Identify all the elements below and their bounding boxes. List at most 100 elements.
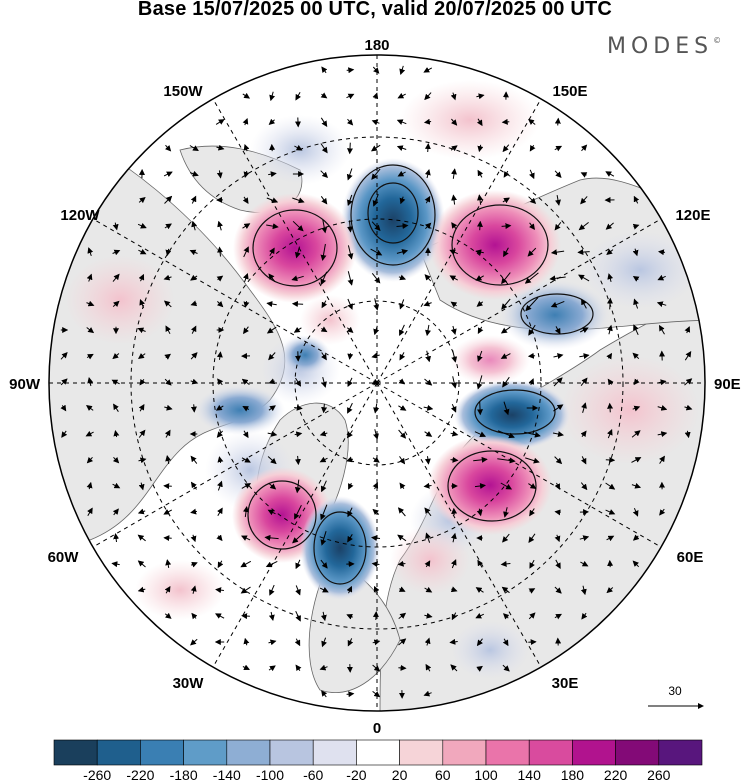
wind-vector-arrow [320, 480, 327, 493]
lon-label-180: 180 [364, 37, 389, 54]
lon-label-60e: 60E [677, 549, 704, 566]
colorbar-swatch [442, 739, 487, 766]
wind-vector-arrow [243, 246, 249, 258]
wind-vector-arrow [399, 65, 406, 76]
wind-vector-arrow [550, 300, 565, 308]
wind-vector-arrow [399, 299, 405, 310]
wind-vector-arrow [240, 586, 251, 594]
wind-vector-arrow [371, 352, 380, 359]
colorbar-swatch [572, 739, 616, 766]
wind-vector-arrow [684, 326, 691, 334]
wind-vector-arrow [399, 352, 406, 361]
wind-vector-arrow [269, 584, 275, 596]
wind-vector-arrow [423, 404, 434, 411]
wind-vector-arrow [267, 509, 276, 516]
wind-vector-arrow [579, 353, 590, 360]
wind-vector-arrow [528, 483, 537, 489]
wind-vector-arrow [190, 404, 197, 413]
wind-vector-arrow [190, 534, 197, 543]
anomaly-patch [450, 620, 530, 680]
wind-vector-arrow [291, 300, 304, 307]
wind-vector-arrow [658, 379, 667, 386]
wind-vector-arrow [397, 92, 406, 99]
wind-vector-arrow [500, 482, 513, 490]
wind-vector-arrow [165, 248, 172, 257]
wind-vector-arrow [268, 611, 275, 621]
colorbar-swatch [658, 739, 703, 766]
wind-vector-arrow [294, 404, 303, 411]
wind-vector-arrow [165, 455, 172, 465]
wind-vector-arrow [553, 377, 563, 387]
anomaly-patch [135, 560, 225, 620]
wind-vector-arrow [451, 376, 458, 389]
wind-vector-arrow [190, 195, 197, 204]
wind-vector-arrow [371, 119, 380, 126]
wind-vector-arrow [164, 429, 171, 438]
wind-vector-arrow [346, 142, 353, 155]
wind-vector-arrow [86, 353, 94, 360]
wind-vector-arrow [190, 561, 198, 568]
wind-vector-arrow [477, 169, 484, 178]
wind-vector-arrow [424, 586, 433, 593]
wind-vector-arrow [424, 195, 431, 204]
colorbar-swatch [96, 739, 141, 766]
wind-vector-arrow [372, 92, 379, 99]
wind-vector-arrow [605, 456, 616, 463]
lon-label-30e: 30E [552, 675, 579, 692]
wind-vector-arrow [371, 561, 380, 568]
wind-vector-arrow [346, 67, 355, 74]
wind-vector-arrow [371, 168, 381, 180]
wind-vector-arrow [190, 300, 198, 307]
wind-vector-arrow [189, 170, 199, 177]
wind-vector-arrow [424, 222, 432, 230]
wind-vector-arrow [475, 587, 484, 593]
wind-vector-arrow [424, 612, 433, 619]
graticule [49, 55, 705, 711]
wind-vector-arrow [372, 691, 381, 698]
anomaly-centre [280, 335, 330, 375]
wind-vector-arrow [477, 194, 483, 205]
wind-vector-arrow [346, 326, 354, 333]
wind-vector-arrow [164, 378, 172, 386]
wind-vector-arrow [606, 535, 615, 542]
wind-vector-arrow [112, 273, 120, 282]
wind-vector-arrow [320, 531, 327, 546]
wind-vector-arrow [450, 430, 459, 437]
wind-vector-arrow [632, 534, 640, 541]
wind-vector-arrow [450, 145, 458, 152]
wind-vector-arrow [137, 534, 146, 542]
wind-vector-arrow [86, 327, 95, 334]
wind-vector-arrow [424, 560, 431, 568]
wind-vector-arrow [320, 504, 328, 521]
wind-vector-arrow [633, 195, 640, 204]
wind-vector-arrow [528, 118, 536, 125]
wind-vector-arrow [347, 194, 353, 207]
wind-vector-arrow [632, 248, 639, 257]
wind-vector-arrow [370, 144, 381, 152]
wind-vector-arrow [266, 223, 279, 230]
wind-vector-arrow [347, 638, 354, 647]
wind-vector-arrow [215, 404, 224, 411]
wind-vector-arrow [529, 222, 536, 230]
wind-vector-arrow [425, 663, 432, 672]
wind-vector-arrow [450, 92, 457, 101]
wind-vector-arrow [476, 93, 485, 100]
wind-vector-arrow [476, 118, 483, 127]
wind-vector-arrow [684, 430, 691, 439]
wind-vector-arrow [424, 507, 432, 517]
wind-vector-arrow [241, 378, 250, 385]
wind-vector-arrow [321, 300, 328, 309]
copyright-mark: © [713, 36, 722, 45]
wind-vector-arrow [476, 665, 483, 672]
wind-vector-arrow [292, 532, 304, 544]
wind-vector-arrow [243, 637, 250, 646]
wind-vector-arrow [577, 249, 590, 256]
wind-vector-arrow [164, 144, 172, 152]
wind-vector-arrow [190, 585, 197, 594]
wind-vector-arrow [217, 456, 224, 464]
reference-vector-label: 30 [668, 684, 682, 698]
wind-vector-arrow [216, 534, 223, 542]
wind-vector-arrow [295, 377, 302, 387]
wind-vector-arrow [451, 118, 458, 126]
wind-vector-arrow [631, 430, 641, 438]
